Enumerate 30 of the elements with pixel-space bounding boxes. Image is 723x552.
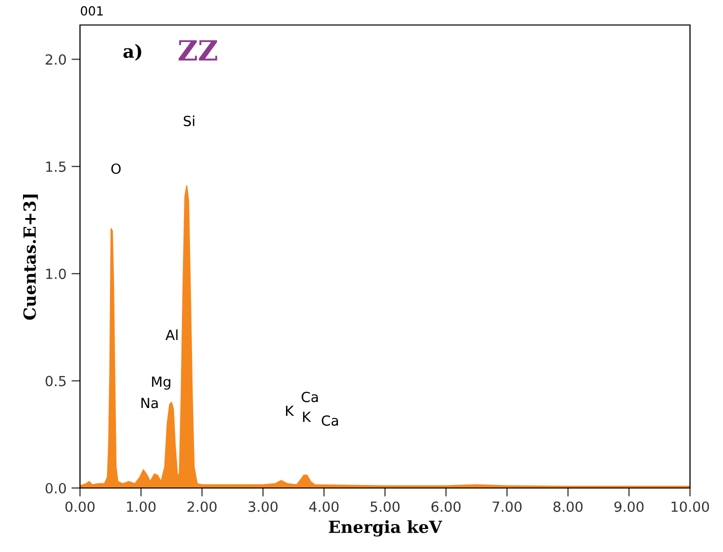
x-tick-label: 0.00 [65,501,95,512]
annotation: Al [166,329,178,340]
x-tick-label: 7.00 [492,501,522,512]
y-tick-label: 0.0 [46,482,66,494]
annotation: O [111,163,121,174]
x-tick-label: 6.00 [432,501,461,512]
y-tick-label: 1.5 [46,162,66,172]
annotation: Na [141,398,158,408]
y-tick-label: 1.0 [46,268,66,280]
annotation: ZZ [178,40,218,60]
x-tick-label: 3.00 [248,501,278,512]
text: 001 [80,6,103,16]
x-tick-label: 1.00 [127,501,156,512]
y-tick-label: 0.5 [46,376,66,386]
x-tick-label: 4.00 [309,501,339,512]
annotation: Ca [322,415,338,426]
x-tick-label: 2.00 [188,501,217,512]
x-axis-title: Energia keV [328,520,442,537]
annotation: Ca [302,392,318,402]
annotation: Si [184,116,194,126]
annotation: Mg [152,376,170,390]
x-tick-label: 9.00 [614,501,644,512]
y-axis-title: Cuentas.E+3] [23,194,38,320]
x-tick-label: 10.00 [672,501,709,512]
annotation: K [286,406,294,416]
annotation: K [303,412,312,422]
y-tick-label: 2.0 [46,54,66,65]
x-tick-label: 5.00 [370,501,400,512]
x-tick-label: 8.00 [553,501,583,512]
annotation: a) [123,44,142,61]
